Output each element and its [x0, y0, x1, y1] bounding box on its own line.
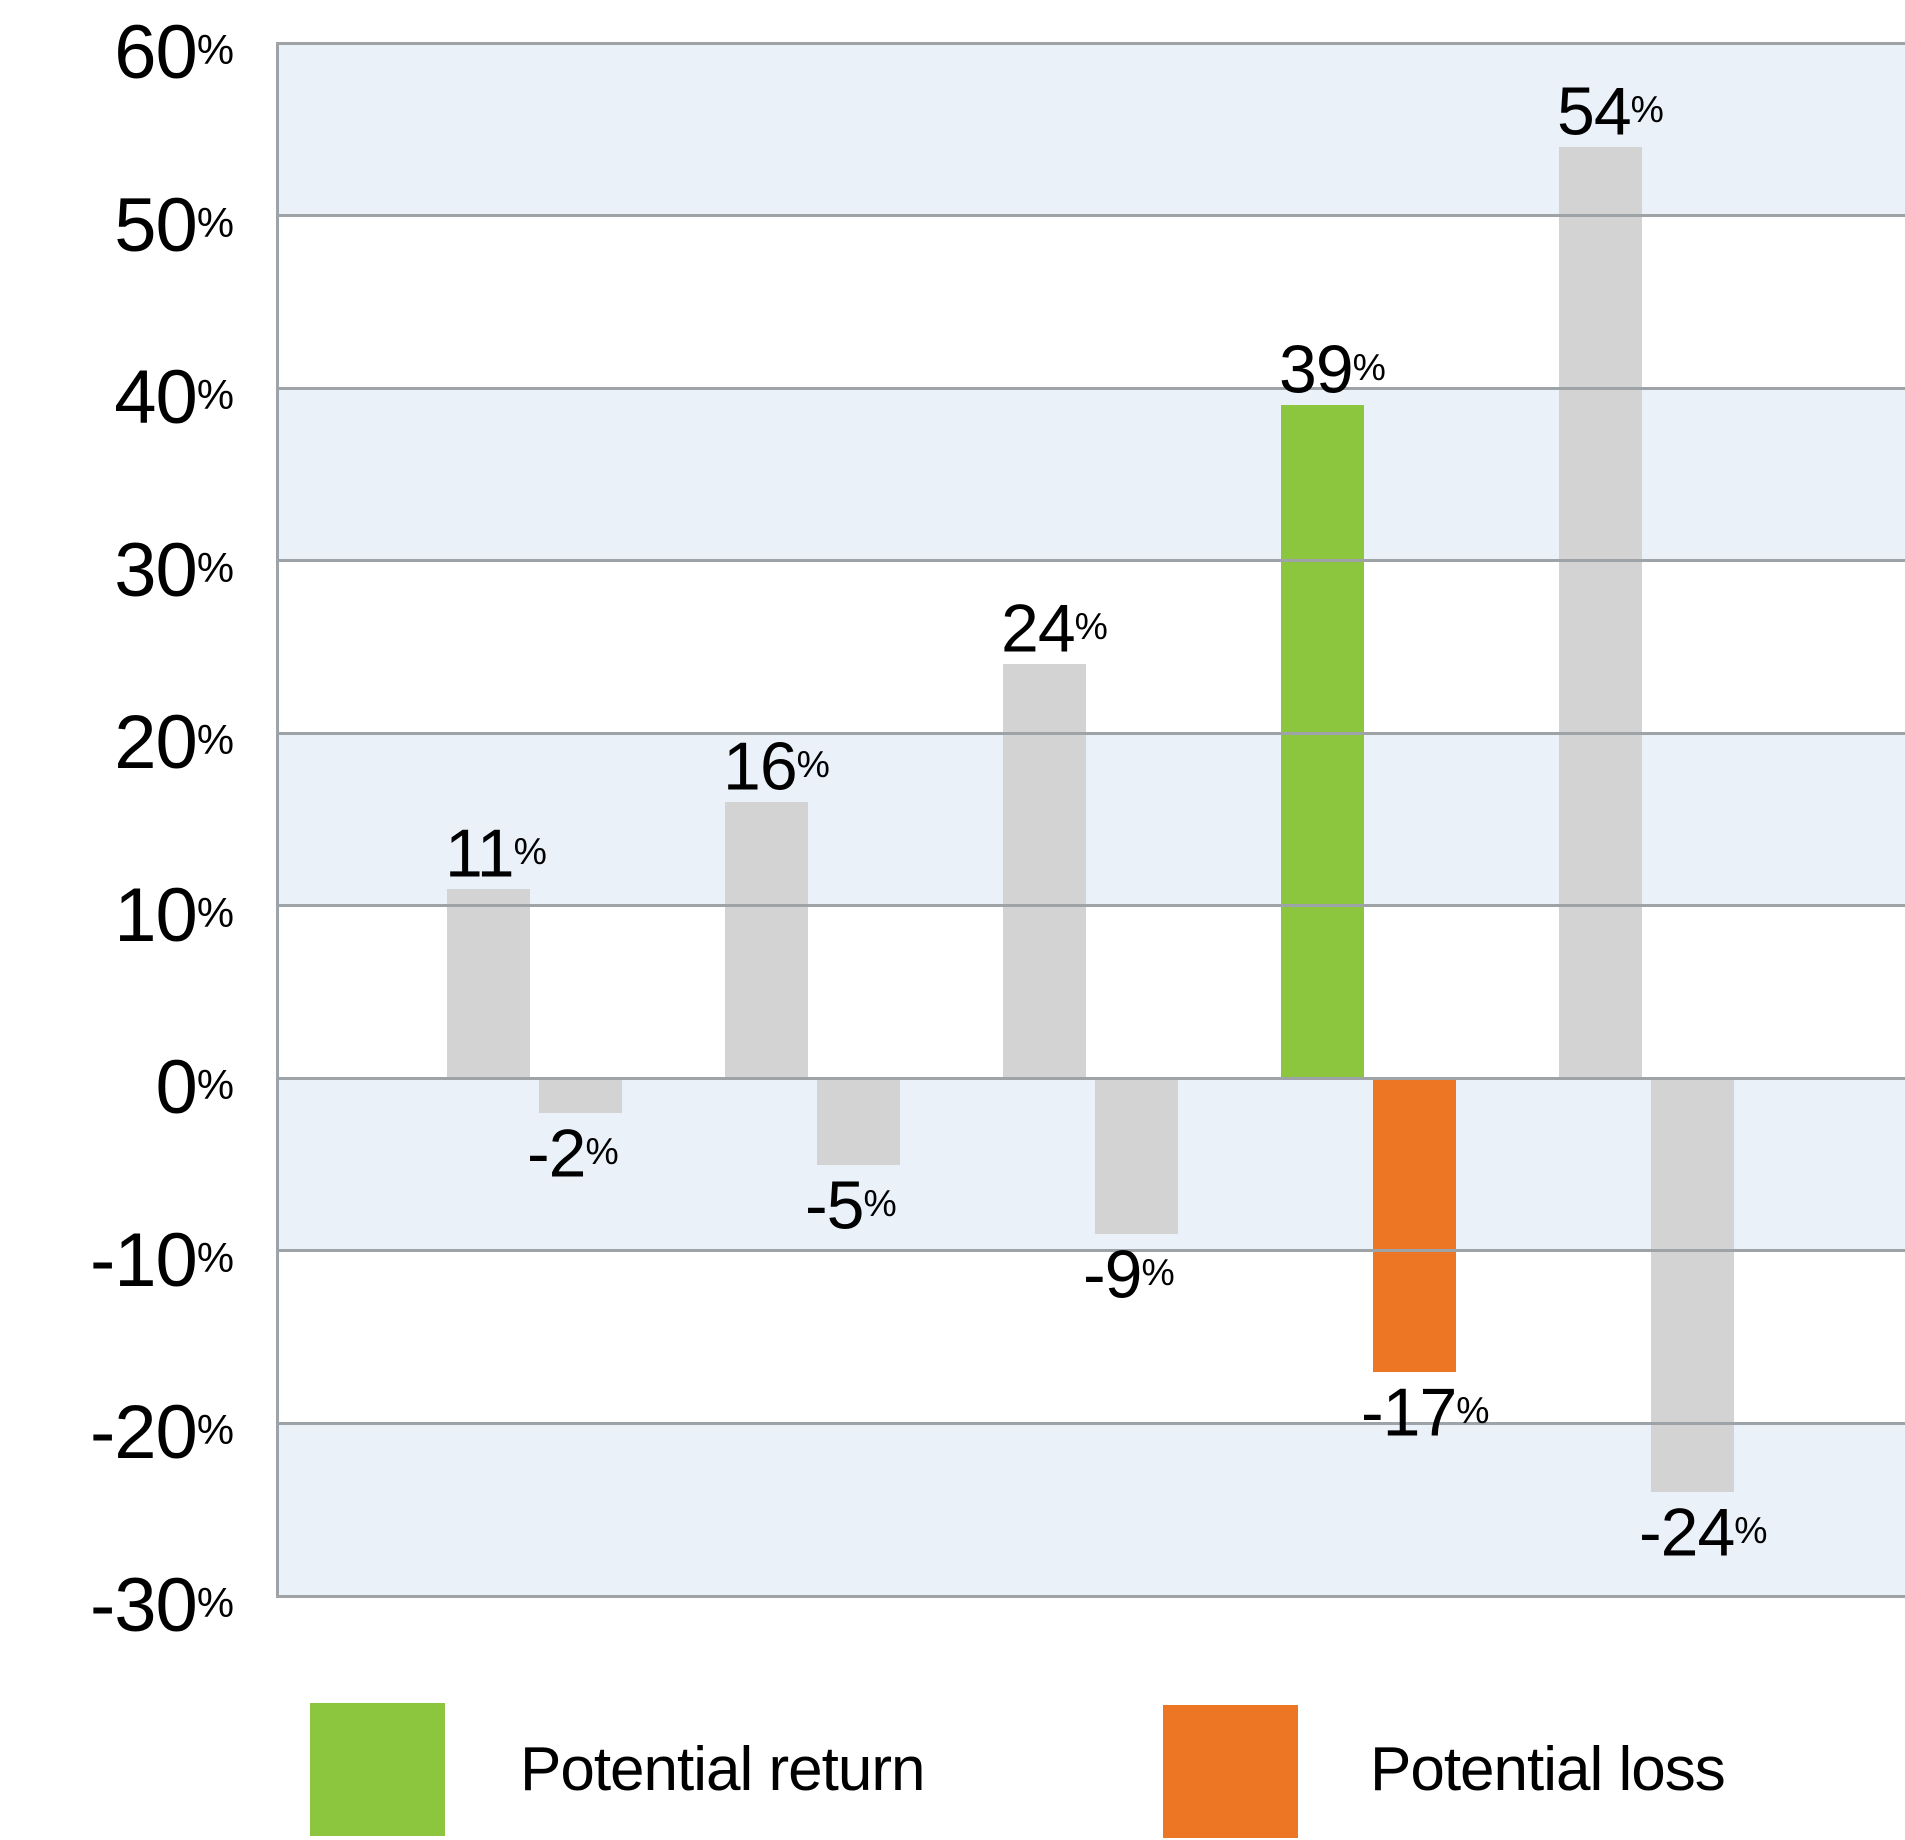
- tick-number: 40: [114, 355, 198, 441]
- value-number: -17: [1361, 1374, 1457, 1451]
- y-tick-label-0: 0%: [0, 1047, 234, 1126]
- percent-sign: %: [196, 543, 234, 591]
- plot-band: [276, 388, 1905, 561]
- y-tick-label--30: -30%: [0, 1565, 234, 1644]
- percent-sign: %: [1734, 1509, 1768, 1552]
- tick-number: -30: [89, 1563, 198, 1649]
- gridline-60: [276, 41, 1905, 45]
- tick-number: 60: [114, 10, 198, 96]
- percent-sign: %: [1141, 1250, 1175, 1293]
- value-label-loss: -9%: [1083, 1236, 1175, 1313]
- bar-potential-return: [1559, 146, 1642, 1079]
- percent-sign: %: [1456, 1388, 1490, 1431]
- y-tick-label-50: 50%: [0, 185, 234, 264]
- bar-potential-loss-highlighted: [1373, 1078, 1456, 1372]
- value-label-loss: -24%: [1639, 1496, 1768, 1567]
- percent-sign: %: [196, 1579, 234, 1626]
- tick-number: 50: [114, 182, 198, 268]
- percent-sign: %: [585, 1129, 619, 1172]
- y-tick-label--20: -20%: [0, 1392, 234, 1471]
- plot-band: [276, 215, 1905, 389]
- gridline-20: [276, 731, 1905, 735]
- bar-potential-loss: [1651, 1078, 1734, 1493]
- value-number: -24: [1639, 1495, 1735, 1572]
- value-number: 54: [1557, 73, 1632, 150]
- percent-sign: %: [1352, 346, 1386, 389]
- gridline-10: [276, 904, 1905, 908]
- value-label-return: 54%: [1557, 73, 1664, 150]
- gridline-30: [276, 559, 1905, 563]
- value-number: -9: [1083, 1236, 1142, 1313]
- bar-potential-loss: [1095, 1078, 1178, 1234]
- gridline-50: [276, 214, 1905, 218]
- percent-sign: %: [196, 1061, 234, 1109]
- legend-swatch-potential-loss: [1163, 1705, 1298, 1838]
- gridline--10: [276, 1249, 1905, 1253]
- y-tick-label-60: 60%: [0, 12, 234, 91]
- tick-number: -10: [89, 1218, 198, 1304]
- y-tick-label-10: 10%: [0, 875, 234, 954]
- value-label-return: 16%: [723, 730, 830, 801]
- percent-sign: %: [1630, 87, 1664, 130]
- percent-sign: %: [796, 743, 830, 786]
- tick-number: -20: [89, 1390, 198, 1476]
- legend-label-potential-loss: Potential loss: [1370, 1735, 1726, 1804]
- y-tick-label-20: 20%: [0, 702, 234, 781]
- y-tick-label--10: -10%: [0, 1220, 234, 1299]
- legend-label-potential-return: Potential return: [520, 1735, 925, 1804]
- value-label-return: 11%: [445, 815, 547, 892]
- value-label-return: 24%: [1001, 592, 1108, 663]
- value-label-return: 39%: [1279, 333, 1386, 404]
- bar-potential-return: [1003, 664, 1086, 1079]
- bar-potential-loss: [817, 1078, 900, 1165]
- percent-sign: %: [513, 829, 547, 872]
- value-label-loss: -17%: [1361, 1374, 1490, 1451]
- value-number: 24: [1001, 590, 1076, 667]
- plot-band: [276, 1250, 1905, 1424]
- bar-potential-loss: [539, 1078, 622, 1113]
- gridline-0: [276, 1076, 1905, 1080]
- percent-sign: %: [863, 1181, 897, 1224]
- y-tick-label-40: 40%: [0, 357, 234, 436]
- percent-sign: %: [196, 888, 234, 936]
- percent-sign: %: [1074, 605, 1108, 648]
- percent-sign: %: [196, 371, 234, 419]
- gridline--30: [276, 1594, 1905, 1598]
- tick-number: 0: [155, 1045, 198, 1131]
- value-number: -5: [805, 1167, 864, 1244]
- gridline--20: [276, 1421, 1905, 1425]
- legend-swatch-potential-return: [310, 1703, 445, 1836]
- percent-sign: %: [196, 716, 234, 764]
- value-number: 39: [1279, 332, 1354, 409]
- percent-sign: %: [196, 1406, 234, 1454]
- tick-number: 20: [114, 700, 198, 786]
- y-axis-line: [276, 43, 279, 1596]
- value-number: -2: [527, 1115, 586, 1192]
- value-number: 11: [445, 815, 515, 892]
- bar-potential-return: [447, 888, 530, 1079]
- value-label-loss: -5%: [805, 1167, 897, 1244]
- percent-sign: %: [196, 198, 234, 246]
- y-tick-label-30: 30%: [0, 530, 234, 609]
- tick-number: 10: [114, 872, 198, 958]
- value-number: 16: [723, 728, 798, 805]
- percent-sign: %: [196, 26, 234, 73]
- tick-number: 30: [114, 527, 198, 613]
- plot-band: [276, 1423, 1905, 1596]
- value-label-loss: -2%: [527, 1117, 619, 1188]
- gridline-40: [276, 386, 1905, 390]
- bar-potential-return-highlighted: [1281, 405, 1364, 1079]
- percent-sign: %: [196, 1233, 234, 1281]
- bar-potential-return: [725, 802, 808, 1079]
